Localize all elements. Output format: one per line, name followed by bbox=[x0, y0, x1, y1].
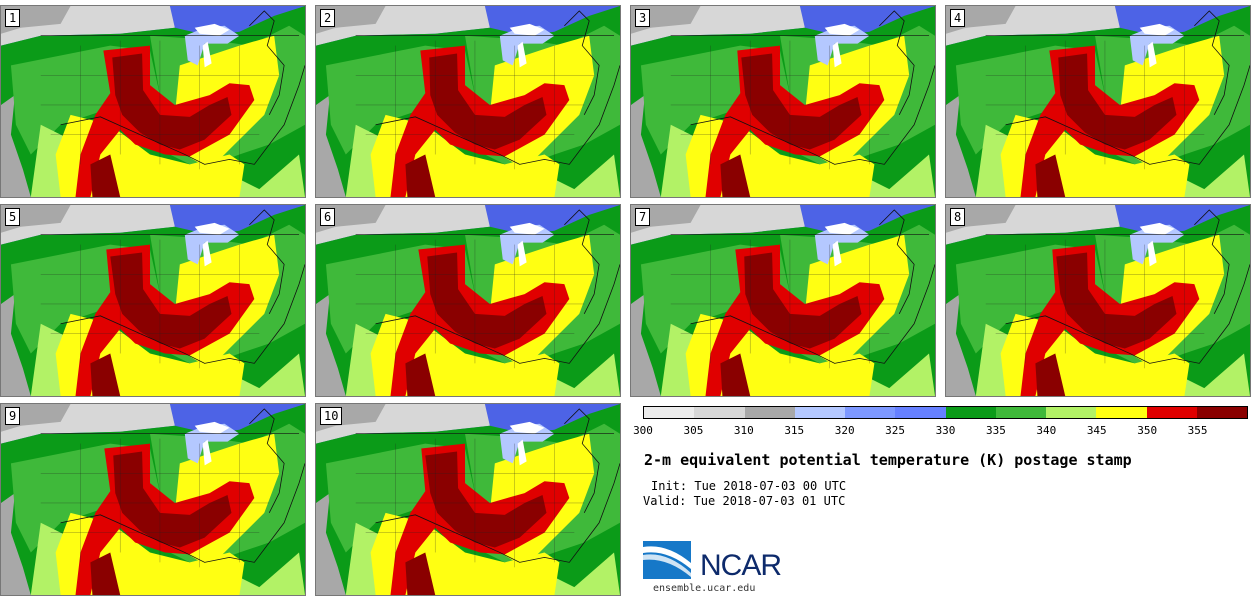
website-url: ensemble.ucar.edu bbox=[653, 583, 756, 594]
panel-label: 5 bbox=[5, 208, 21, 226]
colorbar-tick-label: 310 bbox=[733, 424, 754, 437]
map-panel: 10 bbox=[315, 403, 621, 596]
temperature-map-icon bbox=[946, 205, 1250, 396]
map-panel: 6 bbox=[315, 204, 621, 397]
temperature-map-icon bbox=[316, 6, 620, 197]
colorbar-swatch bbox=[1096, 407, 1147, 418]
ncar-logo-icon bbox=[643, 541, 691, 579]
colorbar bbox=[643, 406, 1248, 419]
ncar-logo-text: NCAR bbox=[700, 549, 782, 582]
colorbar-tick-label: 315 bbox=[784, 424, 805, 437]
map-panel: 4 bbox=[945, 5, 1251, 198]
temperature-map-icon bbox=[316, 404, 620, 595]
colorbar-tick-label: 300 bbox=[633, 424, 653, 437]
colorbar-swatch bbox=[845, 407, 896, 418]
panel-label: 2 bbox=[320, 9, 336, 27]
colorbar-tick-label: 320 bbox=[834, 424, 855, 437]
panel-label: 9 bbox=[5, 407, 21, 425]
colorbar-tick-label: 340 bbox=[1036, 424, 1057, 437]
colorbar-swatch bbox=[1196, 407, 1247, 418]
temperature-map-icon bbox=[946, 6, 1250, 197]
colorbar-tick-label: 330 bbox=[935, 424, 956, 437]
colorbar-swatch bbox=[644, 407, 695, 418]
colorbar-swatch bbox=[1046, 407, 1097, 418]
map-panel: 5 bbox=[0, 204, 306, 397]
colorbar-swatch bbox=[694, 407, 745, 418]
panel-label: 7 bbox=[635, 208, 651, 226]
colorbar-tick-label: 355 bbox=[1187, 424, 1208, 437]
init-time: Init: Tue 2018-07-03 00 UTC bbox=[651, 479, 847, 493]
panel-label: 6 bbox=[320, 208, 336, 226]
colorbar-tick-label: 345 bbox=[1086, 424, 1107, 437]
temperature-map-icon bbox=[631, 205, 935, 396]
figure-title: 2-m equivalent potential temperature (K)… bbox=[644, 451, 1132, 469]
colorbar-swatch bbox=[945, 407, 996, 418]
temperature-map-icon bbox=[1, 205, 305, 396]
map-panel: 2 bbox=[315, 5, 621, 198]
colorbar-tick-label: 335 bbox=[985, 424, 1006, 437]
colorbar-swatch bbox=[995, 407, 1046, 418]
map-panel: 1 bbox=[0, 5, 306, 198]
map-panel: 8 bbox=[945, 204, 1251, 397]
panel-label: 3 bbox=[635, 9, 651, 27]
temperature-map-icon bbox=[631, 6, 935, 197]
temperature-map-icon bbox=[1, 6, 305, 197]
panel-label: 4 bbox=[950, 9, 966, 27]
colorbar-swatch bbox=[744, 407, 795, 418]
map-panel: 9 bbox=[0, 403, 306, 596]
panel-label: 8 bbox=[950, 208, 966, 226]
colorbar-tick-label: 305 bbox=[683, 424, 704, 437]
valid-time: Valid: Tue 2018-07-03 01 UTC bbox=[643, 494, 846, 508]
colorbar-swatch bbox=[1146, 407, 1197, 418]
map-panel: 7 bbox=[630, 204, 936, 397]
colorbar-swatch bbox=[895, 407, 946, 418]
temperature-map-icon bbox=[1, 404, 305, 595]
temperature-map-icon bbox=[316, 205, 620, 396]
panel-label: 1 bbox=[5, 9, 21, 27]
colorbar-tick-label: 325 bbox=[885, 424, 906, 437]
colorbar-tick-label: 350 bbox=[1137, 424, 1158, 437]
colorbar-swatch bbox=[794, 407, 845, 418]
panel-label: 10 bbox=[320, 407, 343, 425]
map-panel: 3 bbox=[630, 5, 936, 198]
